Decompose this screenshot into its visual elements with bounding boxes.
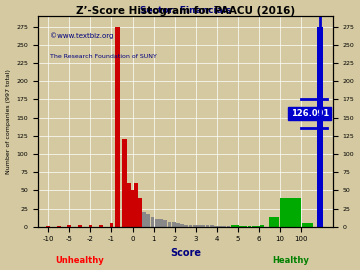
Bar: [302, 223, 313, 227]
Bar: [57, 226, 61, 227]
Bar: [151, 217, 154, 227]
Text: Healthy: Healthy: [272, 256, 309, 265]
Text: 126.091: 126.091: [291, 109, 329, 119]
Bar: [256, 226, 260, 227]
Text: The Research Foundation of SUNY: The Research Foundation of SUNY: [50, 54, 156, 59]
Bar: [197, 225, 201, 227]
Bar: [280, 198, 301, 227]
Bar: [142, 212, 146, 227]
Bar: [78, 225, 82, 227]
Bar: [210, 225, 213, 227]
Bar: [218, 226, 222, 227]
Bar: [46, 226, 50, 227]
Bar: [99, 225, 103, 227]
Bar: [155, 219, 159, 227]
Bar: [115, 26, 121, 227]
Bar: [206, 225, 209, 227]
Bar: [130, 190, 135, 227]
Bar: [147, 214, 150, 227]
Bar: [226, 226, 230, 227]
Bar: [260, 225, 264, 227]
Bar: [163, 220, 167, 227]
Bar: [159, 220, 163, 227]
Bar: [201, 225, 205, 227]
Bar: [193, 225, 197, 227]
Bar: [134, 183, 138, 227]
Bar: [122, 139, 127, 227]
Bar: [67, 225, 71, 227]
Bar: [180, 224, 184, 227]
Bar: [189, 225, 193, 227]
Bar: [126, 183, 131, 227]
X-axis label: Score: Score: [170, 248, 201, 258]
Bar: [89, 225, 92, 227]
Bar: [184, 225, 188, 227]
Bar: [214, 226, 218, 227]
Bar: [248, 226, 252, 227]
Bar: [222, 226, 226, 227]
Title: Z’-Score Histogram for PAACU (2016): Z’-Score Histogram for PAACU (2016): [76, 6, 295, 16]
Bar: [239, 226, 243, 227]
Text: Sector: Financials: Sector: Financials: [140, 6, 231, 15]
Text: ©www.textbiz.org: ©www.textbiz.org: [50, 32, 113, 39]
Bar: [269, 217, 279, 227]
Bar: [138, 198, 142, 227]
Bar: [231, 225, 235, 227]
Text: Unhealthy: Unhealthy: [55, 256, 104, 265]
Bar: [252, 226, 256, 227]
Bar: [235, 225, 239, 227]
Bar: [176, 223, 180, 227]
Bar: [317, 26, 323, 227]
Bar: [172, 222, 176, 227]
Y-axis label: Number of companies (997 total): Number of companies (997 total): [5, 69, 10, 174]
Bar: [243, 226, 247, 227]
Bar: [167, 222, 171, 227]
Bar: [109, 223, 113, 227]
